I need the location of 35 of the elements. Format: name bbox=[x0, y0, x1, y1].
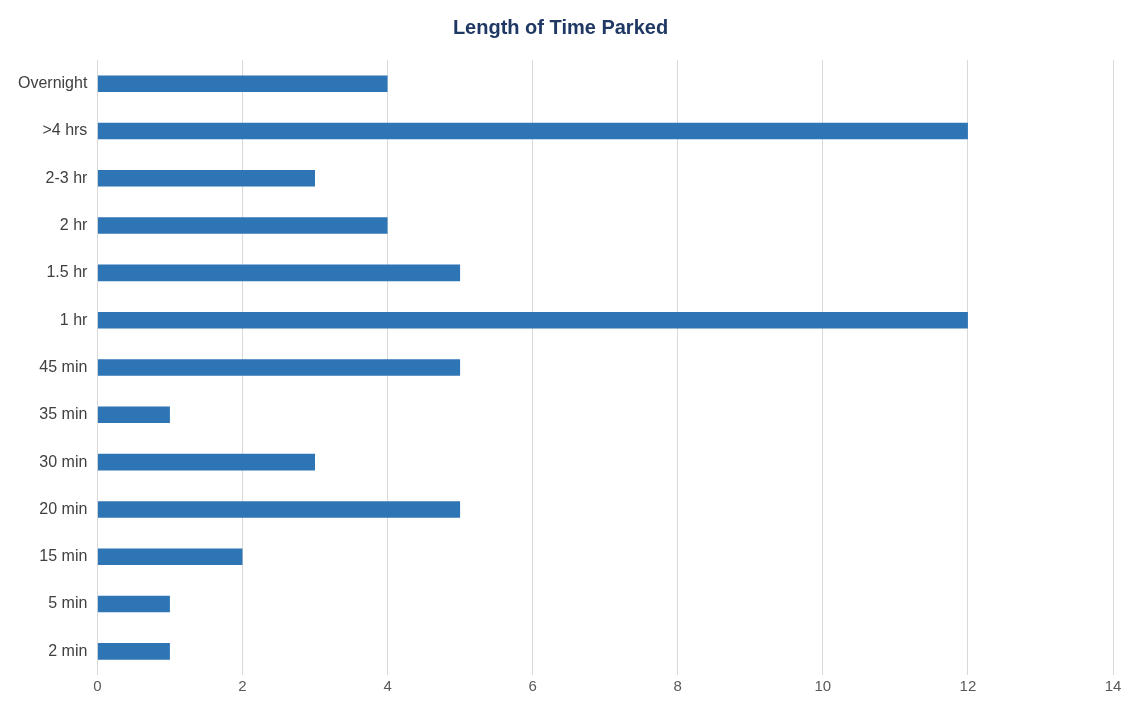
y-tick-label: 30 min bbox=[39, 452, 88, 470]
bar bbox=[97, 548, 243, 566]
y-tick-label: 2 min bbox=[48, 641, 88, 659]
y-tick-label: 35 min bbox=[39, 405, 88, 423]
x-tick-label: 4 bbox=[383, 677, 392, 695]
bar bbox=[97, 453, 315, 471]
bar bbox=[97, 75, 388, 92]
bar bbox=[97, 217, 388, 234]
y-tick-label: 1.5 hr bbox=[46, 263, 89, 281]
bar bbox=[97, 501, 461, 518]
y-tick-label: 15 min bbox=[39, 547, 88, 565]
y-tick-label: 20 min bbox=[39, 499, 88, 517]
bar bbox=[97, 311, 968, 329]
y-tick-label: >4 hrs bbox=[42, 121, 88, 139]
y-tick-label: 45 min bbox=[39, 357, 88, 375]
x-tick-label: 14 bbox=[1104, 677, 1122, 695]
bar bbox=[97, 406, 170, 424]
bar bbox=[97, 359, 461, 376]
y-tick-label: 5 min bbox=[48, 594, 88, 612]
x-tick-label: 2 bbox=[238, 677, 247, 695]
x-tick-label: 0 bbox=[93, 677, 102, 695]
x-tick-label: 10 bbox=[814, 677, 832, 695]
y-tick-label: 1 hr bbox=[59, 310, 89, 328]
bar bbox=[97, 595, 170, 613]
x-tick-label: 6 bbox=[528, 677, 537, 695]
x-tick-label: 8 bbox=[673, 677, 682, 695]
bar bbox=[97, 643, 170, 660]
bar bbox=[97, 264, 461, 282]
y-tick-label: 2-3 hr bbox=[45, 168, 89, 186]
y-tick-label: Overnight bbox=[17, 74, 88, 92]
y-tick-label: 2 hr bbox=[59, 215, 89, 233]
chart-title: Length of Time Parked bbox=[452, 15, 669, 38]
bar bbox=[97, 122, 968, 140]
x-tick-label: 12 bbox=[959, 677, 977, 695]
bar bbox=[97, 169, 315, 187]
